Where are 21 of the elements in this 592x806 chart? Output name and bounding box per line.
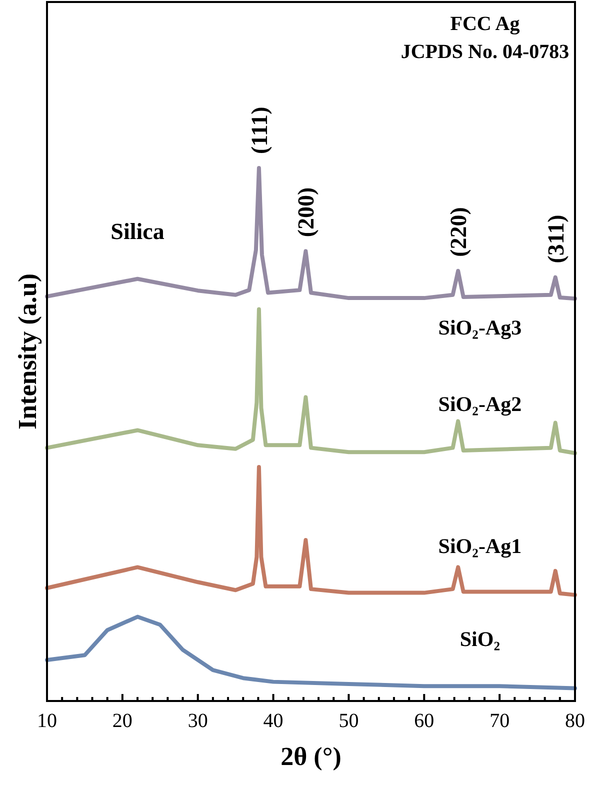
x-tick-label: 80 bbox=[565, 710, 585, 732]
x-tick-label: 20 bbox=[112, 710, 132, 732]
y-axis-title: Intensity (a.u) bbox=[13, 273, 42, 430]
annotation: (111) bbox=[246, 106, 272, 154]
x-tick-label: 10 bbox=[37, 710, 57, 732]
series-label: SiO₂ bbox=[460, 627, 500, 652]
annotation: (200) bbox=[294, 187, 319, 238]
series-label: SiO₂-Ag2 bbox=[438, 392, 522, 416]
x-axis-title: 2θ (°) bbox=[280, 742, 342, 771]
x-tick-label: 60 bbox=[414, 710, 434, 732]
series-label: SiO₂-Ag1 bbox=[438, 534, 522, 558]
x-tick-label: 30 bbox=[188, 710, 208, 732]
series-label: SiO₂-Ag3 bbox=[438, 316, 522, 340]
text: FCC Ag bbox=[450, 13, 520, 35]
x-tick-label: 50 bbox=[338, 710, 359, 732]
annotation: (311) bbox=[543, 214, 568, 264]
annotation: Silica bbox=[110, 218, 165, 244]
x-tick-label: 70 bbox=[490, 710, 510, 732]
x-tick-label: 40 bbox=[263, 710, 284, 732]
annotation: (220) bbox=[446, 207, 472, 257]
text: JCPDS No. 04-0783 bbox=[400, 41, 570, 63]
